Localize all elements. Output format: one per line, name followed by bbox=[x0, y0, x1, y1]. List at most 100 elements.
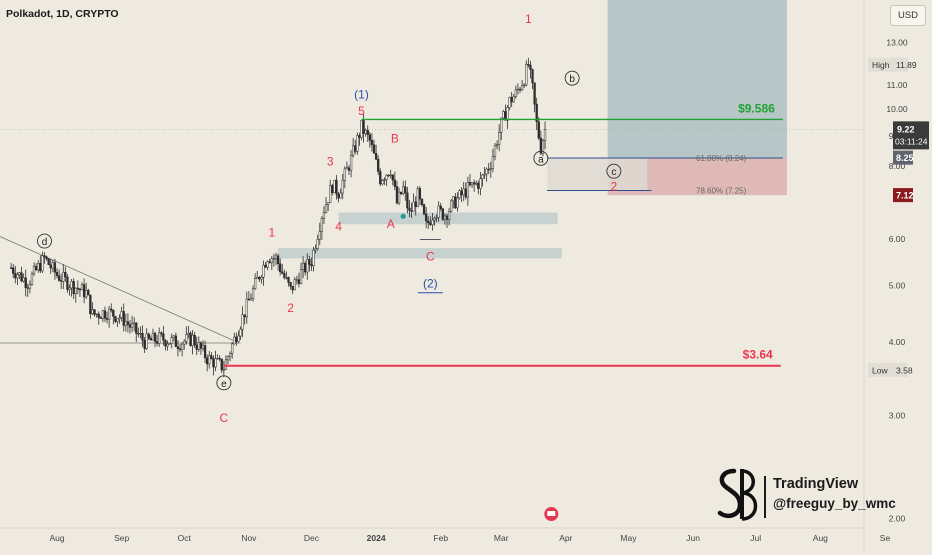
axis-badge: 8.25 bbox=[893, 150, 914, 165]
candle-body bbox=[70, 281, 73, 289]
candle-body bbox=[233, 336, 236, 345]
candle-2024-02-23 bbox=[485, 167, 488, 182]
candle-body bbox=[333, 179, 336, 194]
currency-button[interactable]: USD bbox=[890, 5, 926, 26]
candle-body bbox=[429, 222, 432, 225]
y-tick-label: 10.00 bbox=[886, 104, 908, 114]
candle-body bbox=[370, 140, 374, 146]
candle-body bbox=[343, 168, 346, 181]
candle-2023-11-12 bbox=[270, 255, 273, 271]
candle-body bbox=[493, 145, 497, 157]
candle-2023-10-05 bbox=[191, 329, 194, 355]
candle-body bbox=[431, 219, 434, 225]
candle-2023-08-01 bbox=[55, 268, 59, 279]
candle-2023-08-15 bbox=[85, 282, 88, 300]
candle-2023-08-19 bbox=[93, 309, 96, 317]
candle-2023-09-10 bbox=[139, 326, 142, 339]
candle-2023-08-26 bbox=[107, 305, 111, 328]
candle-body bbox=[231, 343, 234, 354]
y-tick-label: 5.00 bbox=[889, 280, 906, 290]
candle-2023-10-07 bbox=[195, 336, 198, 355]
candle-body bbox=[372, 144, 376, 154]
candle-body bbox=[72, 281, 75, 294]
candle-body bbox=[147, 333, 150, 339]
candle-body bbox=[93, 309, 96, 315]
candle-2023-08-05 bbox=[64, 266, 67, 282]
candle-body bbox=[66, 276, 69, 290]
candle-body bbox=[529, 64, 532, 70]
candle-2023-12-11 bbox=[331, 183, 334, 196]
candle-body bbox=[247, 298, 251, 301]
candle-body bbox=[103, 310, 107, 319]
candle-body bbox=[516, 88, 520, 91]
candle-body bbox=[26, 287, 29, 289]
candle-body bbox=[80, 284, 84, 291]
candle-body bbox=[349, 155, 353, 171]
candle-2024-02-24 bbox=[487, 162, 490, 175]
watermark-handle: @freeguy_by_wmc bbox=[773, 496, 896, 511]
candle-2023-11-08 bbox=[262, 260, 265, 286]
candle-body bbox=[251, 288, 255, 300]
candle-2023-09-24 bbox=[168, 343, 171, 345]
candle-body bbox=[82, 284, 86, 298]
candle-2023-09-11 bbox=[141, 325, 144, 347]
wave-label-4: 4 bbox=[335, 219, 342, 233]
price-axis: 13.0011.0010.009.008.006.005.004.003.002… bbox=[863, 0, 929, 550]
candle-body bbox=[364, 130, 367, 134]
candle-2024-01-19 bbox=[412, 193, 415, 212]
candle-body bbox=[237, 335, 240, 342]
candle-2023-10-31 bbox=[245, 291, 248, 324]
candle-body bbox=[170, 337, 173, 344]
candle-2023-11-23 bbox=[293, 276, 296, 291]
candle-2023-09-01 bbox=[120, 306, 123, 322]
axis-badge-bg bbox=[893, 150, 913, 165]
candle-body bbox=[89, 294, 92, 315]
x-tick-label: Jun bbox=[686, 533, 700, 543]
candle-body bbox=[456, 197, 459, 209]
candle-body bbox=[408, 207, 411, 211]
candle-body bbox=[425, 213, 428, 222]
candle-2024-03-22 bbox=[543, 121, 547, 150]
candle-2024-03-09 bbox=[516, 83, 520, 95]
watermark-brand: TradingView bbox=[773, 476, 859, 492]
candle-body bbox=[374, 153, 378, 160]
candle-body bbox=[487, 168, 490, 171]
candle-2024-01-29 bbox=[433, 216, 436, 226]
candle-2023-10-20 bbox=[222, 360, 226, 378]
candle-body bbox=[535, 103, 538, 122]
candle-body bbox=[30, 273, 34, 285]
candle-body bbox=[281, 271, 284, 274]
candle-body bbox=[301, 262, 305, 270]
candle-2023-09-04 bbox=[126, 313, 130, 333]
candle-2023-09-25 bbox=[170, 333, 173, 349]
candle-body bbox=[537, 121, 540, 139]
candle-body bbox=[133, 322, 136, 325]
candle-body bbox=[49, 264, 52, 269]
candle-body bbox=[439, 205, 442, 210]
candle-2023-08-28 bbox=[112, 309, 115, 325]
candle-body bbox=[512, 96, 515, 103]
candle-body bbox=[523, 84, 526, 87]
candle-body bbox=[216, 358, 219, 360]
y-tick-label: 6.00 bbox=[889, 234, 906, 244]
candle-body bbox=[520, 85, 524, 91]
candle-body bbox=[285, 277, 288, 279]
candle-body bbox=[445, 215, 449, 220]
candle-body bbox=[55, 272, 59, 277]
candle-2023-08-02 bbox=[57, 269, 61, 282]
candle-body bbox=[266, 261, 269, 268]
candle-2024-03-15 bbox=[529, 60, 532, 79]
candle-2023-12-31 bbox=[372, 139, 376, 154]
candle-2024-01-24 bbox=[422, 203, 426, 216]
candle-2023-07-10 bbox=[9, 262, 13, 269]
candle-body bbox=[272, 258, 276, 260]
candle-body bbox=[47, 258, 50, 265]
candle-2023-10-28 bbox=[239, 326, 242, 340]
y-tick-label: 2.00 bbox=[889, 514, 906, 524]
candle-body bbox=[51, 262, 54, 269]
candle-2024-03-14 bbox=[527, 57, 530, 68]
candle-2023-09-14 bbox=[147, 332, 150, 341]
